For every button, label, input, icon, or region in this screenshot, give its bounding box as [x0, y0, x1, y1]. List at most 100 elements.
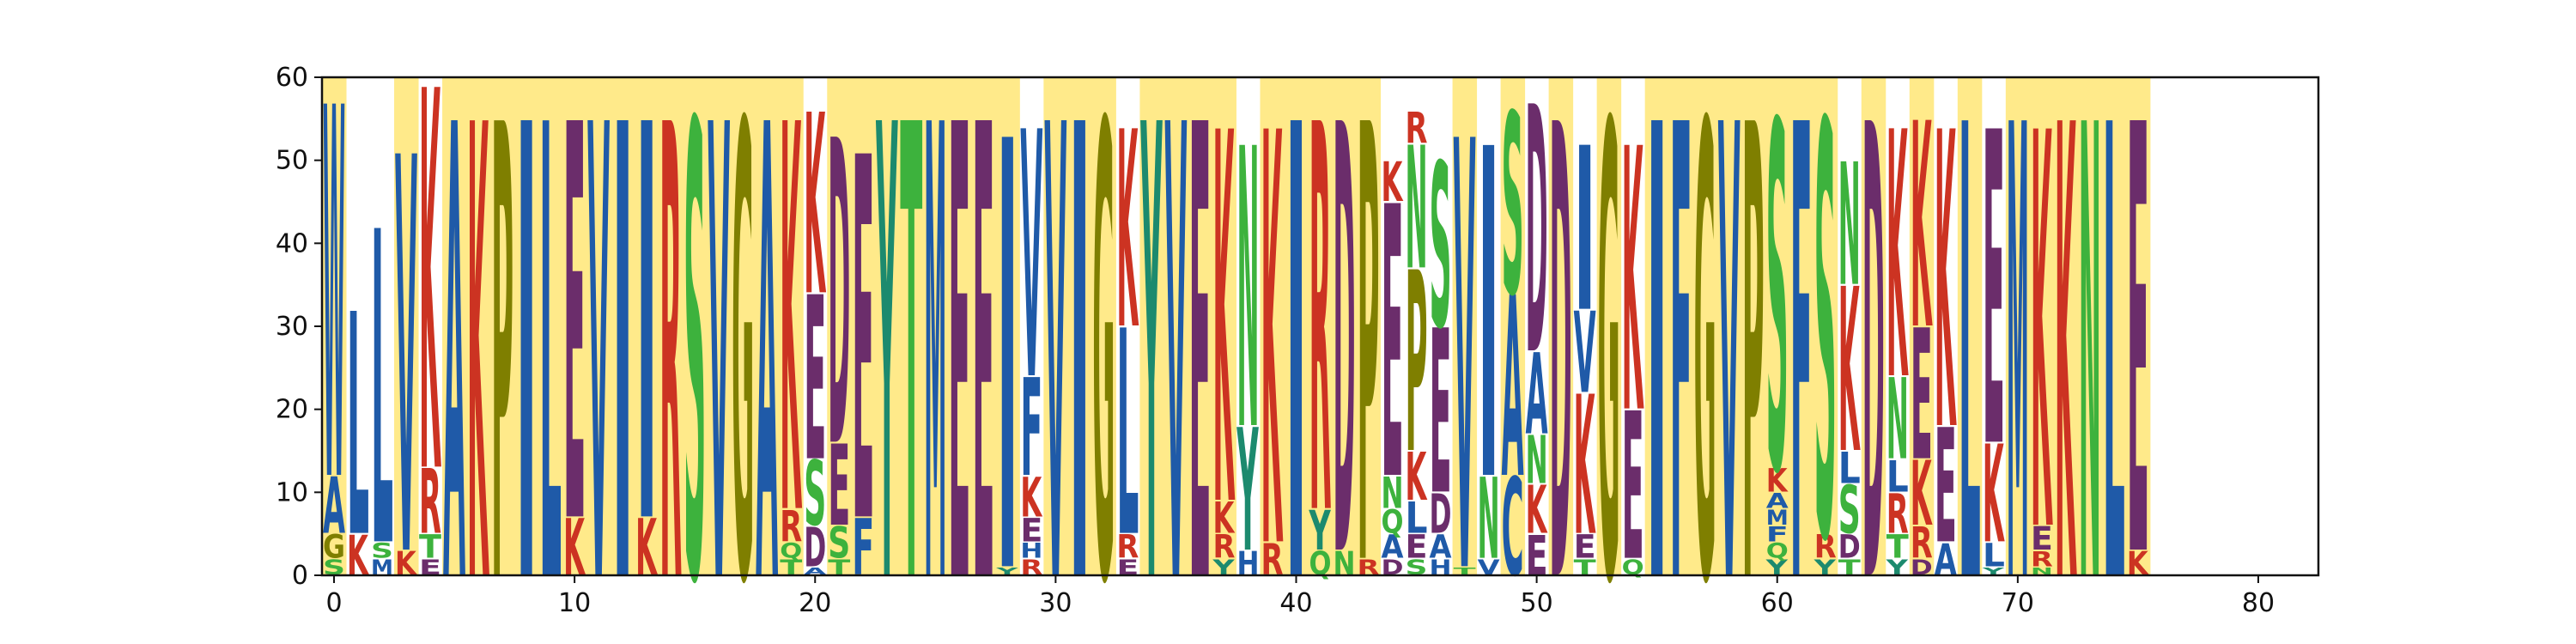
logo-letter-v: V	[1044, 0, 1066, 644]
logo-letter-a: A	[443, 0, 465, 644]
logo-letter-v: V	[1574, 289, 1596, 419]
highlight-band	[1332, 77, 1358, 575]
highlight-band	[899, 77, 924, 575]
logo-letter-e: E	[804, 251, 826, 513]
logo-letter-v: V	[395, 46, 417, 644]
highlight-band	[779, 77, 804, 575]
logo-letter-i: I	[1646, 0, 1668, 644]
highlight-band	[466, 77, 491, 575]
x-tick-label: 40	[1279, 588, 1312, 618]
logo-letter-p: P	[491, 0, 513, 644]
logo-letter-g: G	[323, 529, 345, 566]
logo-letter-i: I	[1285, 0, 1307, 644]
logo-letter-d: D	[1550, 0, 1572, 644]
logo-letter-g: G	[1092, 0, 1115, 644]
highlight-band	[1139, 77, 1164, 575]
logo-letter-l: L	[1116, 273, 1139, 601]
logo-letter-k: K	[2031, 20, 2053, 644]
highlight-band	[1043, 77, 1068, 575]
logo-letter-n: N	[2079, 0, 2101, 644]
logo-letter-a: A	[323, 463, 345, 553]
highlight-band	[1500, 77, 1526, 575]
logo-letter-s: S	[683, 0, 706, 644]
highlight-band	[971, 77, 996, 575]
x-tick-label: 60	[1761, 588, 1794, 618]
logo-letter-i: I	[611, 0, 634, 644]
y-axis: 0 10 20 30 40 50 60	[276, 63, 322, 591]
logo-letter-l: L	[539, 0, 562, 644]
logo-letter-g: G	[732, 0, 754, 644]
logo-letter-e: E	[1020, 512, 1042, 549]
logo-letter-t: T	[1454, 566, 1476, 576]
x-tick-label: 50	[1521, 588, 1553, 618]
highlight-band	[1861, 77, 1886, 575]
logo-letter-k: K	[419, 0, 441, 590]
logo-letter-a: A	[1935, 535, 1957, 586]
highlight-band	[683, 77, 708, 575]
highlight-band	[1308, 77, 1334, 575]
x-axis: 0 10 20 30 40 50 60 70 80	[325, 575, 2275, 618]
logo-letter-e: E	[1188, 0, 1211, 644]
logo-letter-n: N	[1838, 129, 1861, 325]
highlight-band	[442, 77, 467, 575]
highlight-band	[1356, 77, 1382, 575]
highlight-band	[394, 77, 419, 575]
logo-letter-r: R	[1309, 15, 1331, 634]
logo-letter-h: H	[1020, 538, 1042, 562]
logo-letter-i: I	[1068, 0, 1091, 644]
logo-letter-i: I	[1478, 55, 1500, 582]
logo-letter-s: S	[1502, 62, 1524, 351]
logo-letter-g: G	[1598, 0, 1620, 644]
logo-letter-w: W	[323, 2, 345, 595]
highlight-band	[1789, 77, 1814, 575]
logo-letter-k: K	[1911, 443, 1933, 546]
logo-letter-e: E	[948, 0, 970, 644]
highlight-band	[635, 77, 659, 575]
logo-letter-y: Y	[1236, 394, 1259, 590]
highlight-band	[2125, 77, 2151, 575]
logo-letter-a: A	[804, 566, 827, 576]
logo-letter-k: K	[2055, 0, 2077, 644]
highlight-band	[1813, 77, 1838, 575]
logo-letter-e: E	[1574, 528, 1596, 565]
logo-letter-n: N	[1886, 355, 1909, 485]
highlight-band	[2077, 77, 2103, 575]
logo-letter-k: K	[1766, 463, 1789, 500]
logo-letter-e: E	[972, 0, 994, 644]
logo-letter-m: M	[1766, 506, 1789, 530]
logo-letter-y: Y	[1309, 501, 1331, 563]
logo-letter-q: Q	[1766, 540, 1789, 563]
logo-letter-s: S	[1814, 9, 1837, 644]
logo-letter-f: F	[1766, 523, 1789, 546]
logo-letter-k: K	[780, 15, 802, 634]
logo-letter-a: A	[1502, 246, 1524, 534]
logo-letter-k: K	[347, 524, 369, 587]
x-tick-label: 80	[2242, 588, 2275, 618]
x-tick-label: 30	[1039, 588, 1072, 618]
highlight-band	[1716, 77, 1742, 575]
logo-letter-l: L	[1959, 0, 1981, 644]
logo-letter-k: K	[1622, 74, 1644, 494]
y-tick-label: 0	[292, 561, 308, 591]
logo-letter-k: K	[1406, 438, 1428, 515]
x-tick-label: 0	[325, 588, 342, 618]
logo-letter-k: K	[1212, 493, 1235, 543]
logo-letter-k: K	[1116, 74, 1139, 389]
logo-letter-e: E	[852, 55, 874, 635]
logo-letter-v: V	[1718, 0, 1741, 644]
logo-letter-n: N	[1334, 545, 1356, 582]
logo-letter-e: E	[1430, 283, 1452, 545]
logo-letter-e: E	[1406, 528, 1428, 565]
logo-letter-k: K	[1020, 465, 1042, 529]
logo-letter-n: N	[2031, 566, 2053, 576]
logo-letter-k: K	[395, 546, 417, 583]
logo-letter-f: F	[852, 504, 874, 593]
highlight-band	[875, 77, 900, 575]
logo-letter-e: E	[1382, 129, 1404, 563]
highlight-band	[322, 77, 347, 575]
highlight-band	[1212, 77, 1236, 575]
logo-letter-k: K	[1574, 357, 1596, 579]
highlight-band	[1644, 77, 1670, 575]
logo-letter-v: V	[708, 0, 730, 644]
logo-letter-s: S	[371, 540, 393, 563]
